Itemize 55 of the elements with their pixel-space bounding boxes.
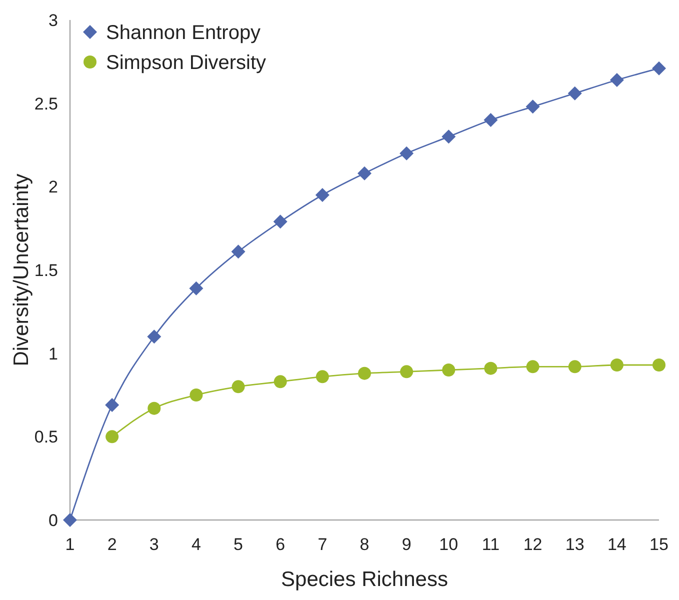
x-tick-label: 12	[523, 535, 542, 554]
point	[652, 358, 666, 372]
x-tick-label: 9	[402, 535, 412, 554]
point	[316, 370, 329, 384]
point	[231, 244, 246, 259]
x-tick-label: 14	[607, 535, 626, 554]
x-tick-label: 6	[276, 535, 286, 554]
point	[484, 113, 498, 127]
y-tick-label: 1.5	[34, 260, 58, 280]
point	[358, 366, 371, 380]
point	[610, 358, 624, 372]
x-tick-label: 1	[65, 535, 75, 554]
point	[358, 166, 372, 180]
x-tick-label: 13	[565, 535, 584, 554]
point	[273, 214, 288, 229]
x-tick-label: 11	[482, 535, 500, 554]
point	[610, 73, 624, 87]
point	[189, 281, 204, 296]
x-tick-label: 15	[650, 535, 668, 554]
y-tick-label: 1	[48, 344, 58, 364]
y-axis-title: Diversity/Uncertainty	[10, 173, 33, 366]
point	[484, 362, 498, 375]
x-tick-label: 5	[234, 535, 244, 554]
point	[526, 360, 540, 374]
y-tick-label: 2.5	[34, 94, 58, 114]
point	[190, 388, 203, 402]
point	[232, 380, 245, 394]
legend-label: Shannon Entropy	[106, 22, 261, 44]
x-tick-label: 2	[107, 535, 117, 554]
point	[442, 130, 456, 144]
point	[315, 188, 330, 202]
y-tick-label: 3	[48, 10, 58, 30]
y-tick-label: 0.5	[34, 428, 58, 447]
legend-label: Simpson Diversity	[106, 52, 266, 74]
x-tick-label: 8	[360, 535, 370, 554]
point	[568, 360, 582, 374]
x-tick-label: 4	[191, 535, 201, 554]
y-tick-label: 2	[48, 178, 58, 197]
point	[63, 513, 77, 527]
point	[400, 146, 414, 160]
x-tick-label: 10	[439, 535, 458, 554]
y-tick-label: 0	[48, 510, 58, 530]
x-tick-label: 3	[149, 535, 159, 554]
point	[106, 430, 119, 444]
point	[105, 398, 120, 412]
point	[400, 365, 414, 378]
point	[526, 100, 540, 114]
point	[274, 375, 287, 388]
point	[442, 364, 456, 376]
x-tick-label: 7	[318, 535, 328, 554]
x-axis-title: Species Richness	[281, 568, 448, 591]
point	[652, 61, 666, 76]
point	[568, 86, 582, 100]
point	[148, 402, 161, 415]
point	[147, 330, 162, 344]
